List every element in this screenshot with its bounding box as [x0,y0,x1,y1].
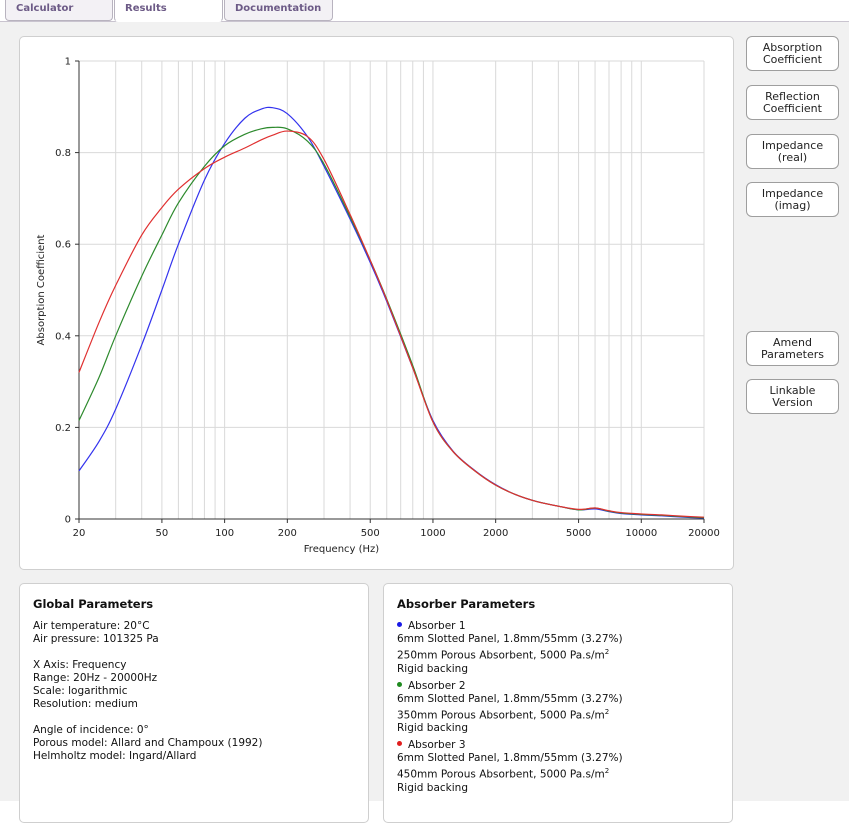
absorber-parameters-title: Absorber Parameters [397,597,536,611]
global-parameters-title: Global Parameters [33,597,154,611]
absorber-2-backing: Rigid backing [397,722,468,734]
absorber-1-panel: 6mm Slotted Panel, 1.8mm/55mm (3.27%) [397,633,623,645]
absorber-3-name: Absorber 3 [408,739,466,751]
y-tick-label: 0.4 [55,331,71,342]
absorber-3-backing: Rigid backing [397,781,468,794]
absorber-3-marker [397,741,402,746]
tab-results[interactable]: Results [114,0,223,22]
absorber-1-marker [397,622,402,627]
x-tick-label: 20000 [688,528,720,539]
y-tick-label: 0.6 [55,240,71,251]
y-axis-label: Absorption Coefficient [36,234,47,345]
x-tick-label: 100 [215,528,234,539]
resolution-setting: Resolution: medium [33,698,138,710]
impedance-imag-button[interactable]: Impedance (imag) [746,182,839,217]
absorber-2-panel: 6mm Slotted Panel, 1.8mm/55mm (3.27%) [397,692,623,705]
absorber-2-marker [397,681,402,687]
x-tick-label: 10000 [625,528,657,539]
x-axis-label: Frequency (Hz) [304,544,380,555]
series-line-2 [78,126,705,519]
absorber-3-panel: 6mm Slotted Panel, 1.8mm/55mm (3.27%) [397,752,623,764]
absorber-1-porous: 250mm Porous Absorbent, 5000 Pa.s/m2 [397,648,610,662]
absorber-1: Absorber 1 6mm Slotted Panel, 1.8mm/55mm… [397,620,623,676]
tab-documentation[interactable]: Documentation [224,0,333,21]
series-line-3 [78,130,705,518]
amend-parameters-button[interactable]: Amend Parameters [746,331,839,366]
results-area: 0 0.2 0.4 0.6 0.8 1 20 50 100 200 500 1000 2000 5000 1… [0,22,849,823]
reflection-coefficient-button[interactable]: Reflection Coefficient [746,85,839,120]
absorber-2-name: Absorber 2 [408,679,466,692]
x-tick-label: 2000 [483,528,508,539]
absorption-coefficient-button[interactable]: Absorption Coefficient [746,36,839,71]
absorber-2-porous: 350mm Porous Absorbent, 5000 Pa.s/m2 [397,707,610,722]
tab-calculator[interactable]: Calculator [5,0,113,21]
x-tick-label: 5000 [566,528,591,539]
chart-panel: 0 0.2 0.4 0.6 0.8 1 20 50 100 200 500 1000 2000 5000 1… [19,36,734,570]
y-tick-label: 0.8 [55,148,71,159]
absorber-1-name: Absorber 1 [408,620,466,632]
absorber-parameters-panel: Absorber Parameters Absorber 1 6mm Slott… [383,583,733,823]
angle-of-incidence: Angle of incidence: 0° [33,724,149,736]
x-tick-label: 50 [156,528,169,539]
helmholtz-model: Helmholtz model: Ingard/Allard [33,750,197,762]
impedance-real-button[interactable]: Impedance (real) [746,134,839,169]
linkable-version-button[interactable]: Linkable Version [746,379,839,414]
y-tick-label: 1 [65,57,71,68]
absorber-2: Absorber 2 6mm Slotted Panel, 1.8mm/55mm… [397,680,623,736]
air-temperature: Air temperature: 20°C [33,620,150,632]
y-tick-label: 0.2 [55,423,71,434]
tab-bar: Calculator Results Documentation [0,0,849,22]
x-tick-label: 500 [361,528,380,539]
x-tick-label: 1000 [420,528,445,539]
absorber-1-backing: Rigid backing [397,662,468,675]
scale-setting: Scale: logarithmic [33,685,128,697]
absorption-chart: 0 0.2 0.4 0.6 0.8 1 20 50 100 200 500 1000 2000 5000 1… [36,57,720,556]
x-tick-label: 20 [73,528,86,539]
air-pressure: Air pressure: 101325 Pa [33,633,159,645]
range-setting: Range: 20Hz - 20000Hz [33,672,158,684]
x-axis-setting: X Axis: Frequency [33,659,127,671]
x-tick-label: 200 [278,528,297,539]
global-parameters-panel: Global Parameters Air temperature: 20°C … [19,583,369,823]
tab-bar-divider [0,21,849,22]
absorber-3: Absorber 3 6mm Slotted Panel, 1.8mm/55mm… [397,739,623,795]
y-tick-label: 0 [65,515,71,526]
porous-model: Porous model: Allard and Champoux (1992) [33,737,263,749]
absorber-3-porous: 450mm Porous Absorbent, 5000 Pa.s/m2 [397,767,610,781]
